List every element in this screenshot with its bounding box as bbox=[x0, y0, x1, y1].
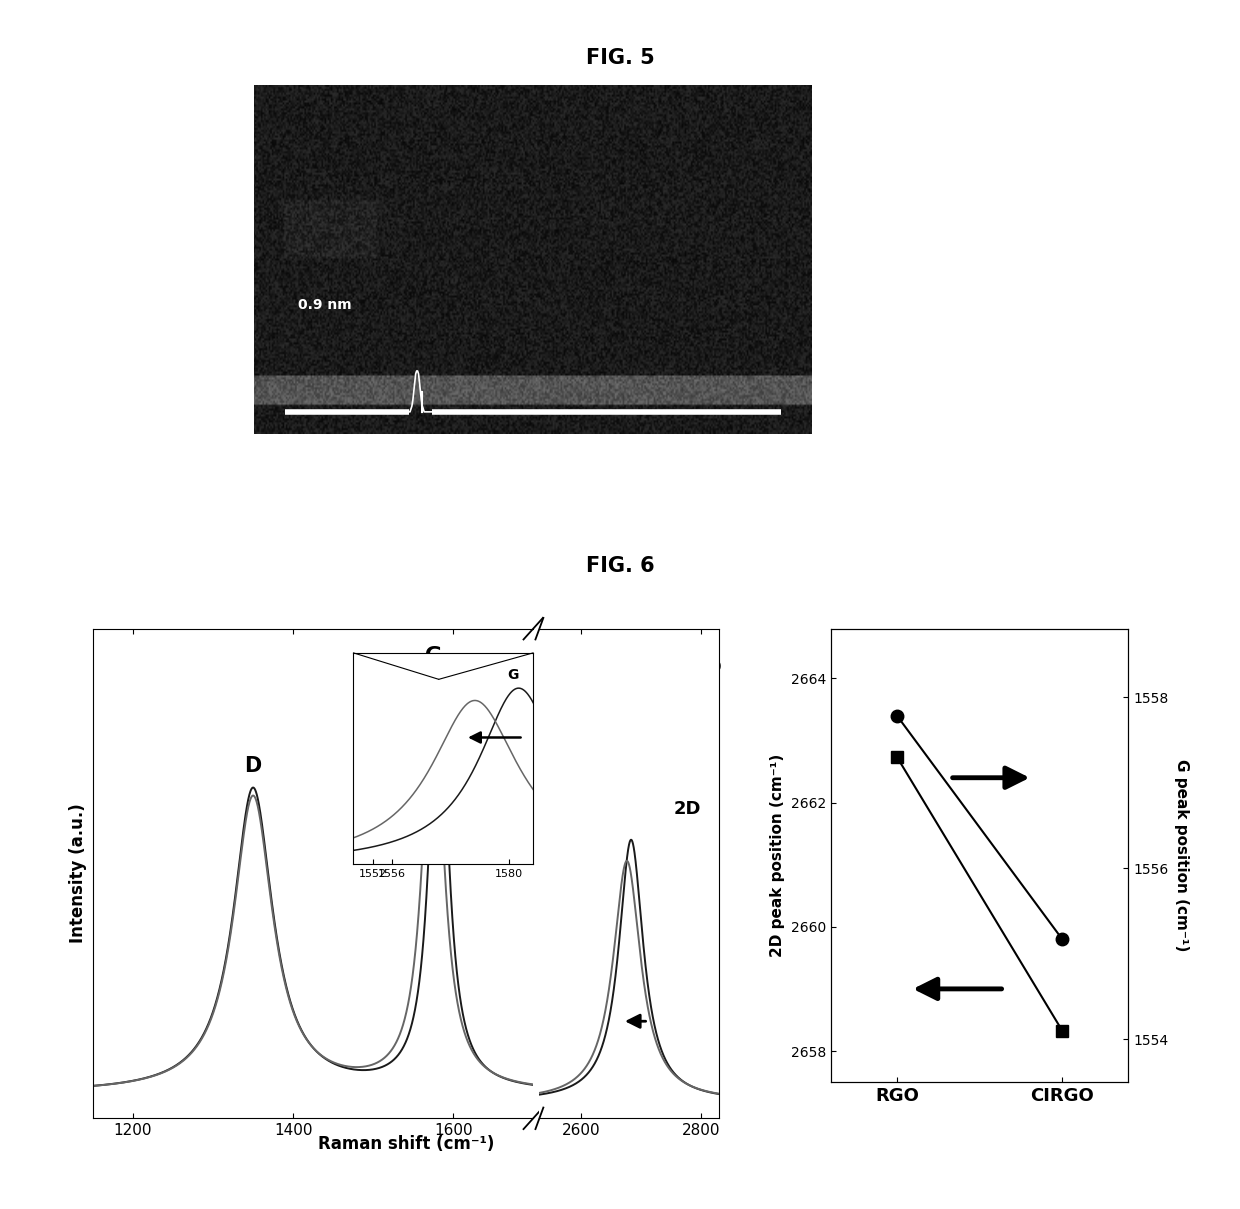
Text: Raman shift (cm⁻¹): Raman shift (cm⁻¹) bbox=[317, 1134, 495, 1152]
Text: 0.9 nm: 0.9 nm bbox=[298, 297, 351, 312]
Text: FIG. 5: FIG. 5 bbox=[585, 48, 655, 69]
Y-axis label: Intensity (a.u.): Intensity (a.u.) bbox=[69, 804, 88, 943]
Text: D: D bbox=[244, 756, 262, 776]
Text: G: G bbox=[507, 669, 518, 682]
Text: G: G bbox=[425, 647, 443, 666]
Y-axis label: G peak position (cm⁻¹): G peak position (cm⁻¹) bbox=[1174, 759, 1189, 951]
Y-axis label: 2D peak position (cm⁻¹): 2D peak position (cm⁻¹) bbox=[770, 753, 785, 958]
Text: FIG. 6: FIG. 6 bbox=[585, 556, 655, 577]
Text: 2D: 2D bbox=[673, 800, 702, 818]
Legend: RGO, CIRGO: RGO, CIRGO bbox=[615, 631, 728, 682]
